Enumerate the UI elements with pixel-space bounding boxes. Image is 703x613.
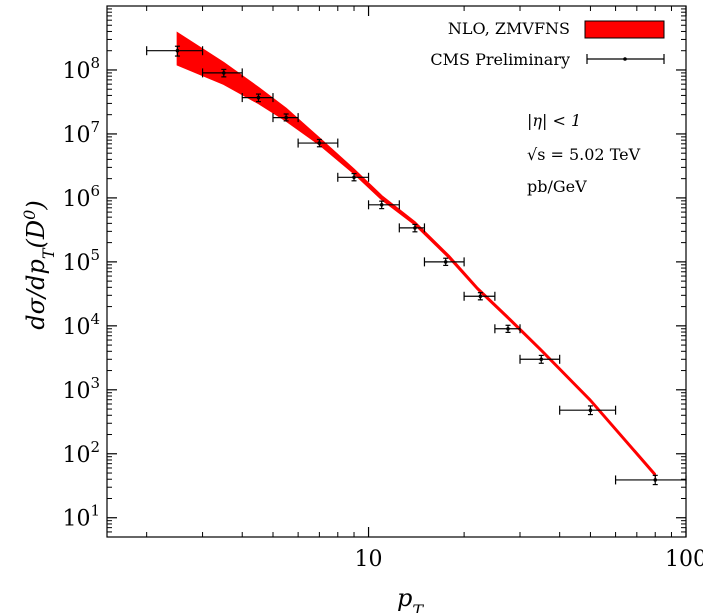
data-point-12	[519, 354, 561, 364]
data-point-3	[241, 93, 274, 103]
y-tick-label: 102	[62, 438, 100, 468]
legend-swatch-nlo	[584, 20, 665, 39]
plot-frame	[106, 5, 687, 538]
nlo-band	[176, 31, 656, 479]
y-tick-label: 101	[62, 502, 100, 532]
legend: NLO, ZMVFNS CMS Preliminary	[430, 19, 665, 69]
y-tick-label: 108	[62, 54, 100, 84]
data-point-1	[146, 45, 204, 57]
y-tick-label: 103	[62, 374, 100, 404]
data-marker	[222, 71, 226, 75]
y-axis-label: dσ/dpT(D0)	[20, 200, 58, 329]
data-marker	[284, 115, 288, 120]
data-marker	[443, 260, 448, 264]
data-point-13	[559, 405, 617, 416]
data-point-8	[398, 223, 426, 233]
data-point-5	[297, 138, 339, 148]
data-marker	[256, 95, 261, 100]
annotation-sqrt-s: √s = 5.02 TeV	[527, 145, 641, 164]
annotation-eta: |η| < 1	[527, 111, 581, 130]
data-marker	[478, 294, 483, 299]
data-marker	[539, 357, 544, 362]
data-marker	[413, 226, 417, 230]
annotations: |η| < 1 √s = 5.02 TeV pb/GeV	[527, 111, 641, 196]
y-tick-label: 105	[62, 246, 100, 276]
data-marker	[317, 141, 322, 145]
axis-ticks: 10 100 101 102 103 104 105 106 107 108	[62, 6, 703, 572]
legend-label-nlo: NLO, ZMVFNS	[448, 19, 570, 38]
data-point-4	[272, 113, 299, 123]
data-point-10	[463, 291, 496, 301]
data-point-2	[201, 68, 243, 78]
x-axis-label: pT	[397, 584, 424, 613]
legend-label-cms: CMS Preliminary	[430, 50, 570, 69]
data-point-9	[423, 257, 465, 267]
y-tick-label: 107	[62, 118, 100, 148]
data-point-11	[494, 324, 521, 334]
data-marker	[175, 48, 180, 53]
data-point-7	[367, 200, 400, 210]
data-marker	[588, 408, 593, 412]
data-marker	[379, 203, 384, 207]
y-tick-label: 104	[62, 310, 100, 340]
annotation-units: pb/GeV	[527, 177, 587, 196]
x-tick-label: 100	[665, 547, 703, 572]
nlo-band-layer	[176, 31, 656, 479]
x-tick-label: 10	[355, 547, 383, 572]
data-marker	[352, 175, 356, 180]
data-point-6	[337, 172, 370, 182]
data-marker	[653, 478, 658, 482]
data-point-14	[614, 474, 687, 486]
legend-marker-cms	[586, 54, 665, 64]
data-points-layer	[146, 45, 687, 486]
data-marker	[506, 326, 510, 331]
y-tick-label: 106	[62, 182, 100, 212]
